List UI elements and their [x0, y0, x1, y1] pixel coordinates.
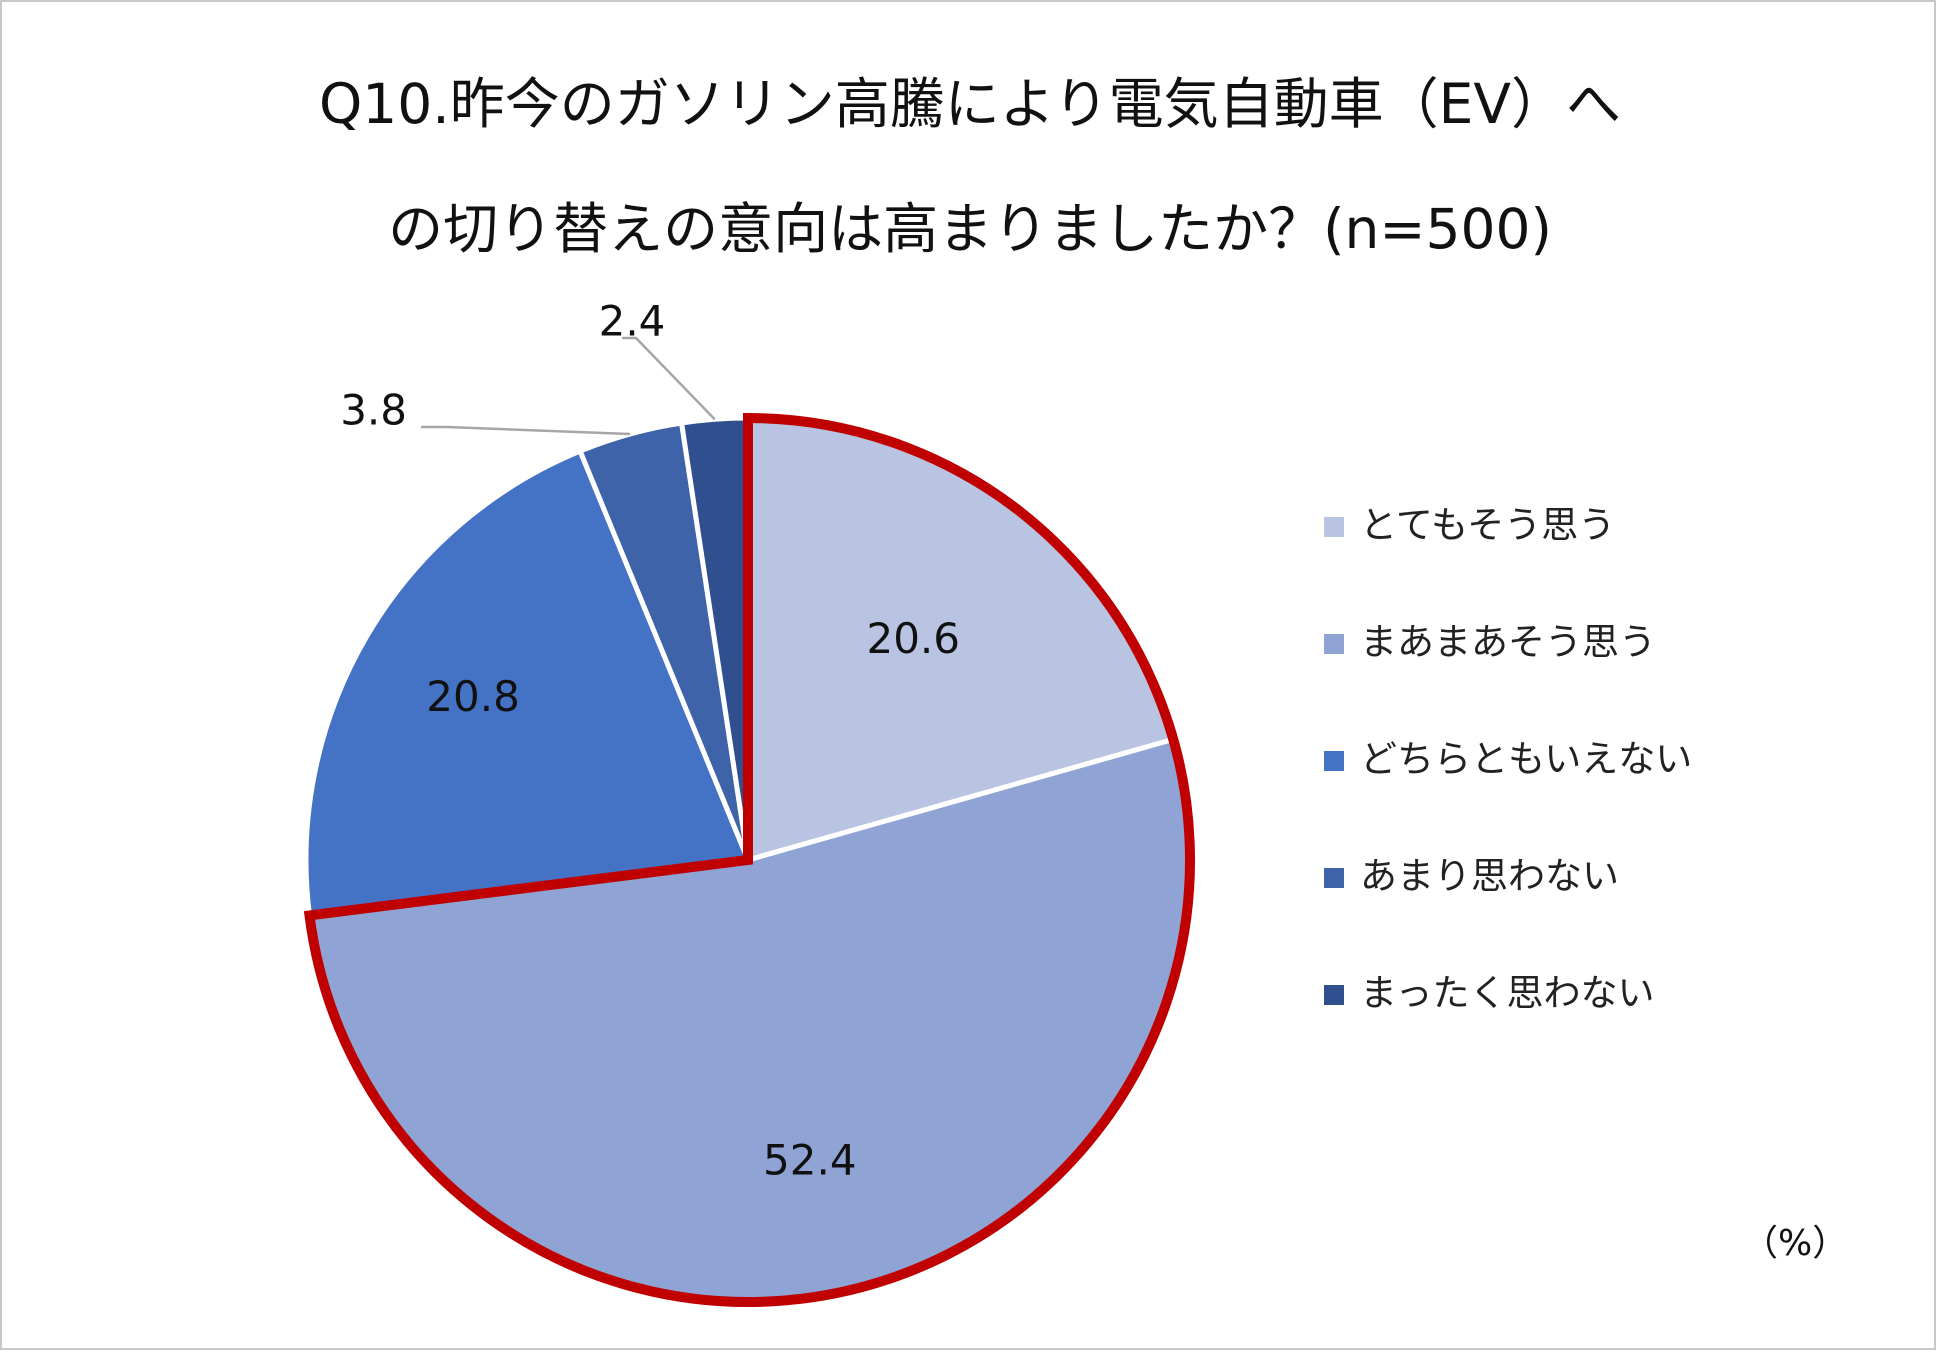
- legend-swatch-1: [1324, 517, 1344, 537]
- leader-lines: [421, 336, 716, 436]
- chart-title-line-2: の切り替えの意向は高まりましたか？(n=500): [388, 197, 1552, 261]
- leader-line-4: [421, 425, 631, 436]
- legend-swatch-2: [1324, 634, 1344, 654]
- legend-label-3: どちらともいえない: [1360, 738, 1692, 781]
- data-label-5: 2.4: [599, 297, 666, 346]
- legend-swatch-4: [1324, 868, 1344, 888]
- data-labels: 20.6 52.4 20.8 3.8 2.4: [340, 297, 960, 1185]
- highlight-border: [303, 412, 1195, 1307]
- chart-title-line-1: Q10.昨今のガソリン高騰により電気自動車（EV）へ: [318, 72, 1622, 136]
- pie-slice-3: [303, 448, 751, 918]
- chart-title: Q10.昨今のガソリン高騰により電気自動車（EV）へ の切り替えの意向は高まりま…: [2, 42, 1936, 292]
- legend-swatch-5: [1324, 985, 1344, 1005]
- data-label-1: 20.6: [866, 614, 960, 663]
- legend-label-1: とてもそう思う: [1360, 504, 1615, 547]
- data-label-3: 20.8: [426, 672, 520, 721]
- data-label-2: 52.4: [763, 1136, 857, 1185]
- highlight-outline: [303, 412, 1195, 1307]
- unit-label: （%）: [1742, 1223, 1849, 1264]
- legend-label-4: あまり思わない: [1360, 855, 1619, 898]
- legend-label-2: まあまあそう思う: [1360, 621, 1656, 664]
- legend-swatch-3: [1324, 751, 1344, 771]
- data-label-4: 3.8: [340, 386, 407, 435]
- legend-label-5: まったく思わない: [1360, 972, 1655, 1015]
- pie-slices: [303, 415, 1193, 1305]
- leader-line-5: [622, 336, 716, 421]
